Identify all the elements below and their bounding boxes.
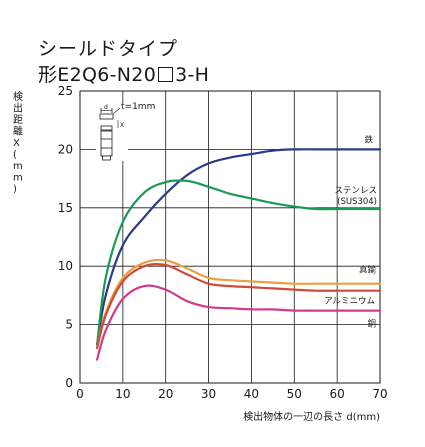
y-axis-label-char: ( — [13, 150, 17, 161]
series-line-3 — [96, 262, 382, 350]
y-tick-label: 25 — [58, 84, 73, 98]
inset-sensor-tail — [102, 155, 111, 161]
y-axis-label-char: 距 — [13, 114, 23, 126]
y-axis-label-char: 検 — [13, 90, 23, 103]
series-line-1 — [96, 179, 382, 346]
y-axis-label-char: m — [13, 173, 23, 184]
x-tick-label: 30 — [201, 387, 216, 401]
y-axis-label-char: 離 — [13, 125, 23, 138]
x-tick-label: 0 — [76, 387, 84, 401]
inset-sensor-head — [100, 125, 113, 131]
y-axis-label-char: ) — [13, 184, 17, 195]
inset-thickness-label: t=1mm — [121, 102, 155, 112]
grid — [80, 91, 380, 383]
series-line-4 — [96, 284, 382, 361]
model-suffix: 3-H — [175, 64, 210, 86]
series-label: 銅 — [367, 319, 376, 330]
x-tick-label: 60 — [330, 387, 345, 401]
model-prefix: 形E2Q6-N20 — [38, 64, 157, 86]
series-line-2 — [96, 258, 382, 350]
x-ticks: 0 10 20 30 40 50 60 70 — [76, 387, 387, 401]
y-tick-label: 0 — [65, 376, 73, 390]
page-title: シールドタイプ — [38, 38, 179, 60]
x-tick-label: 70 — [372, 387, 387, 401]
y-tick-label: 15 — [58, 201, 73, 215]
y-tick-label: 20 — [58, 142, 73, 156]
y-axis-label-char: X — [13, 138, 20, 149]
inset-leader — [112, 107, 121, 115]
inset-sensor-body — [100, 130, 113, 157]
series-line-0 — [96, 148, 382, 346]
inset-d-mark: d — [104, 104, 108, 111]
model-placeholder-box — [158, 67, 174, 82]
series-label: アルミニウム — [324, 297, 375, 307]
x-tick-label: 10 — [115, 387, 130, 401]
x-tick-label: 20 — [158, 387, 173, 401]
x-axis-label: 検出物体の一辺の長さ d(mm) — [243, 410, 380, 423]
inset-target-plate — [99, 113, 114, 120]
y-ticks: 0 5 10 15 20 25 — [58, 84, 73, 390]
x-tick-label: 40 — [244, 387, 259, 401]
series-label: ステンレス — [334, 186, 377, 196]
series-label: 真鍮 — [359, 265, 377, 276]
inset-x-mark: X — [120, 122, 124, 129]
y-axis-label-char: m — [13, 161, 23, 172]
y-axis-label: 検出距離 X(m m) — [13, 90, 23, 195]
plot-frame — [79, 90, 381, 384]
x-tick-label: 50 — [287, 387, 302, 401]
y-axis-label-char: 出 — [13, 102, 23, 115]
y-tick-label: 10 — [58, 259, 73, 273]
model-name: 形E2Q6-N20 3-H — [38, 60, 209, 87]
sensor-inset-diagram: d t=1mm X — [96, 102, 155, 161]
series-label: 鉄 — [364, 134, 373, 145]
series-group — [96, 148, 382, 361]
y-tick-label: 5 — [65, 318, 73, 332]
series-label-sub: (SUS304) — [337, 197, 377, 207]
